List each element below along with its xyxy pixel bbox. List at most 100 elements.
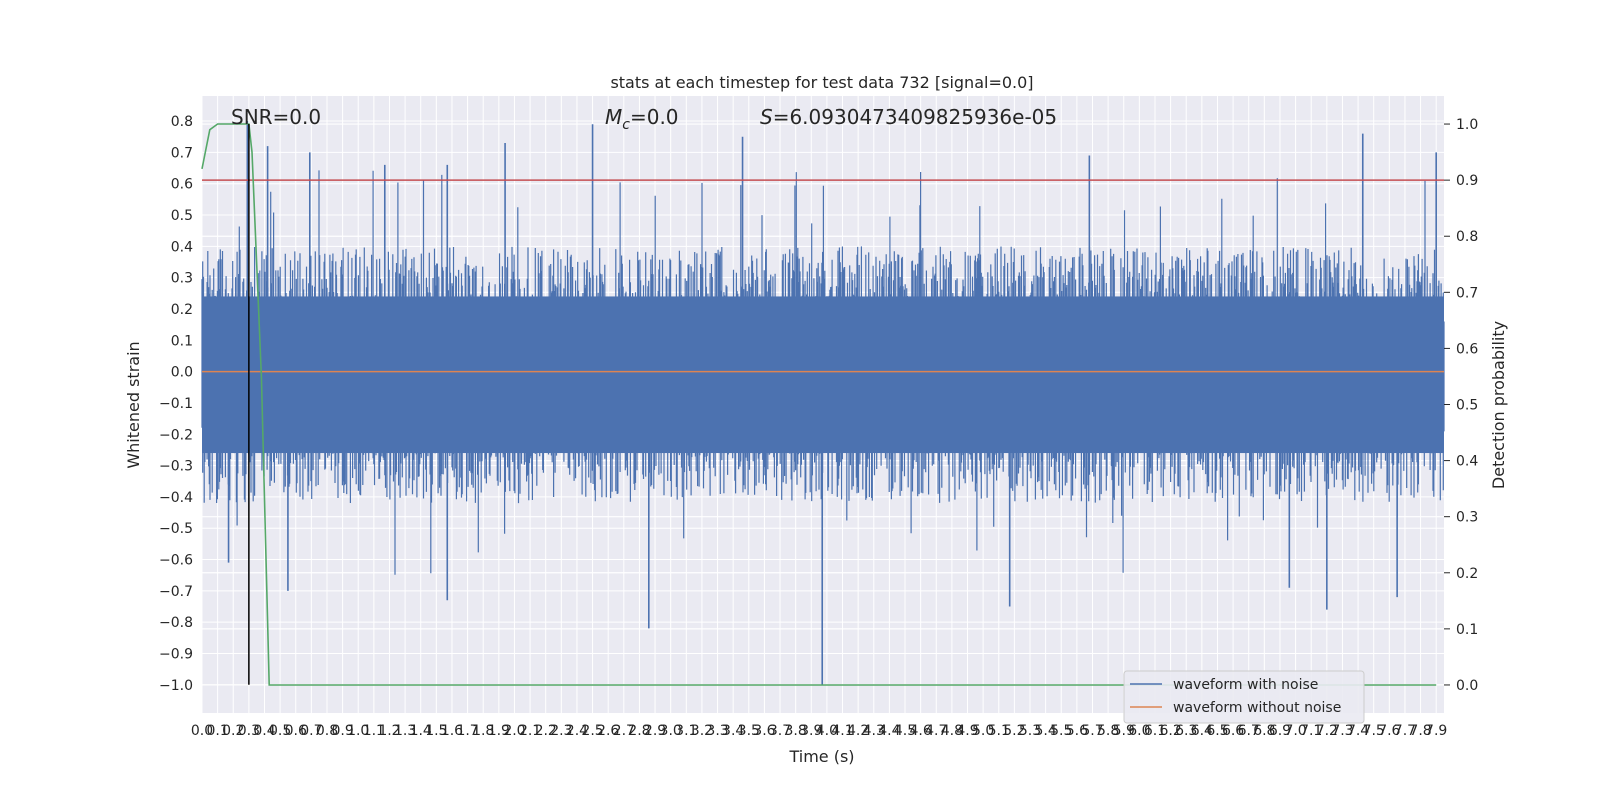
x-tick-label: 2.2 bbox=[535, 723, 557, 739]
x-tick-label: 5.6 bbox=[1066, 723, 1088, 739]
x-tick-label: 1.4 bbox=[410, 723, 432, 739]
x-tick-label: 1.3 bbox=[394, 723, 416, 739]
x-tick-label: 3.7 bbox=[769, 723, 791, 739]
y2-tick-label: 0.1 bbox=[1456, 622, 1478, 638]
x-axis-ticks: 0.00.10.20.30.40.50.60.70.80.91.01.11.21… bbox=[191, 723, 1447, 739]
right-axis-ticks: 1.0 0.9 0.8 0.7 0.6 0.5 0.4 0.3 0.2 0.1 0.0 bbox=[1444, 117, 1478, 694]
x-tick-label: 0.9 bbox=[331, 723, 353, 739]
x-tick-label: 6.6 bbox=[1222, 723, 1244, 739]
x-tick-label: 2.1 bbox=[519, 723, 541, 739]
chirp-mass-subscript: c bbox=[622, 117, 630, 133]
y-tick-label: 0.0 bbox=[171, 365, 193, 381]
x-tick-label: 5.0 bbox=[972, 723, 994, 739]
x-tick-label: 6.9 bbox=[1269, 723, 1291, 739]
y-tick-label: 0.6 bbox=[171, 177, 193, 193]
y2-tick-label: 0.8 bbox=[1456, 229, 1478, 245]
x-tick-label: 6.5 bbox=[1206, 723, 1228, 739]
x-tick-label: 7.1 bbox=[1300, 723, 1322, 739]
x-tick-label: 5.8 bbox=[1097, 723, 1119, 739]
y-tick-label: 0.3 bbox=[171, 271, 193, 287]
y2-tick-label: 0.6 bbox=[1456, 341, 1478, 357]
x-tick-label: 1.6 bbox=[441, 723, 463, 739]
x-tick-label: 3.4 bbox=[722, 723, 744, 739]
y-tick-label: −0.6 bbox=[159, 553, 193, 569]
x-tick-label: 5.9 bbox=[1113, 723, 1135, 739]
y-tick-label: −0.1 bbox=[159, 396, 193, 412]
y-tick-label: −0.9 bbox=[159, 646, 193, 662]
x-tick-label: 6.2 bbox=[1159, 723, 1181, 739]
x-tick-label: 7.9 bbox=[1425, 723, 1447, 739]
x-tick-label: 6.1 bbox=[1144, 723, 1166, 739]
significance-value: =6.0930473409825936e-05 bbox=[773, 105, 1057, 129]
x-tick-label: 3.9 bbox=[800, 723, 822, 739]
x-tick-label: 6.4 bbox=[1191, 723, 1213, 739]
y-tick-label: 0.7 bbox=[171, 145, 193, 161]
x-tick-label: 2.6 bbox=[597, 723, 619, 739]
y-tick-label: −1.0 bbox=[159, 678, 193, 694]
x-tick-label: 7.5 bbox=[1363, 723, 1385, 739]
x-tick-label: 4.3 bbox=[863, 723, 885, 739]
y-tick-label: −0.8 bbox=[159, 615, 193, 631]
legend-box bbox=[1123, 670, 1365, 724]
x-tick-label: 1.0 bbox=[347, 723, 369, 739]
snr-annotation: SNR=0.0 bbox=[231, 105, 321, 129]
x-tick-label: 7.2 bbox=[1316, 723, 1338, 739]
x-tick-label: 2.5 bbox=[581, 723, 603, 739]
x-tick-label: 1.2 bbox=[378, 723, 400, 739]
x-tick-label: 4.4 bbox=[878, 723, 900, 739]
chart-title: stats at each timestep for test data 732… bbox=[610, 73, 1033, 92]
x-tick-label: 7.0 bbox=[1284, 723, 1306, 739]
x-tick-label: 6.0 bbox=[1128, 723, 1150, 739]
y-tick-label: 0.2 bbox=[171, 302, 193, 318]
x-tick-label: 4.1 bbox=[831, 723, 853, 739]
x-tick-label: 1.5 bbox=[425, 723, 447, 739]
y-tick-label: −0.4 bbox=[159, 490, 193, 506]
x-tick-label: 3.8 bbox=[785, 723, 807, 739]
x-tick-label: 2.3 bbox=[550, 723, 572, 739]
x-tick-label: 0.7 bbox=[300, 723, 322, 739]
x-tick-label: 2.9 bbox=[644, 723, 666, 739]
x-tick-label: 5.2 bbox=[1003, 723, 1025, 739]
significance-annotation: S=6.0930473409825936e-05 bbox=[760, 105, 1057, 129]
x-tick-label: 6.8 bbox=[1253, 723, 1275, 739]
x-tick-label: 4.5 bbox=[894, 723, 916, 739]
legend-label-clean: waveform without noise bbox=[1173, 700, 1341, 716]
x-tick-label: 3.0 bbox=[660, 723, 682, 739]
y-tick-label: 0.1 bbox=[171, 333, 193, 349]
x-tick-label: 7.4 bbox=[1347, 723, 1369, 739]
x-tick-label: 7.3 bbox=[1331, 723, 1353, 739]
x-tick-label: 2.7 bbox=[613, 723, 635, 739]
y-tick-label: 0.4 bbox=[171, 239, 193, 255]
x-tick-label: 3.5 bbox=[738, 723, 760, 739]
x-tick-label: 5.4 bbox=[1034, 723, 1056, 739]
x-tick-label: 2.0 bbox=[503, 723, 525, 739]
x-tick-label: 7.6 bbox=[1378, 723, 1400, 739]
x-tick-label: 5.3 bbox=[1019, 723, 1041, 739]
noise-waveform bbox=[201, 121, 1445, 685]
y2-tick-label: 0.2 bbox=[1456, 566, 1478, 582]
left-axis-ticks: 0.8 0.7 0.6 0.5 0.4 0.3 0.2 0.1 0.0 −0.1 −0.2 −0.3 −… bbox=[159, 114, 193, 694]
legend: waveform with noise waveform without noi… bbox=[1123, 670, 1365, 724]
y2-tick-label: 1.0 bbox=[1456, 117, 1478, 133]
x-tick-label: 0.0 bbox=[191, 723, 213, 739]
x-tick-label: 6.7 bbox=[1238, 723, 1260, 739]
x-tick-label: 0.5 bbox=[269, 723, 291, 739]
x-tick-label: 6.3 bbox=[1175, 723, 1197, 739]
y-tick-label: −0.3 bbox=[159, 459, 193, 475]
x-tick-label: 2.4 bbox=[566, 723, 588, 739]
chart-lines bbox=[201, 123, 1444, 686]
x-tick-label: 3.6 bbox=[753, 723, 775, 739]
x-tick-label: 0.8 bbox=[316, 723, 338, 739]
x-tick-label: 7.7 bbox=[1394, 723, 1416, 739]
x-tick-label: 4.2 bbox=[847, 723, 869, 739]
x-tick-label: 5.1 bbox=[988, 723, 1010, 739]
x-tick-label: 0.1 bbox=[206, 723, 228, 739]
y2-tick-label: 0.9 bbox=[1456, 173, 1478, 189]
chirp-mass-value: =0.0 bbox=[630, 105, 679, 129]
y-tick-label: −0.7 bbox=[159, 584, 193, 600]
x-tick-label: 5.7 bbox=[1081, 723, 1103, 739]
y2-tick-label: 0.4 bbox=[1456, 454, 1478, 470]
x-tick-label: 5.5 bbox=[1050, 723, 1072, 739]
x-tick-label: 4.0 bbox=[816, 723, 838, 739]
